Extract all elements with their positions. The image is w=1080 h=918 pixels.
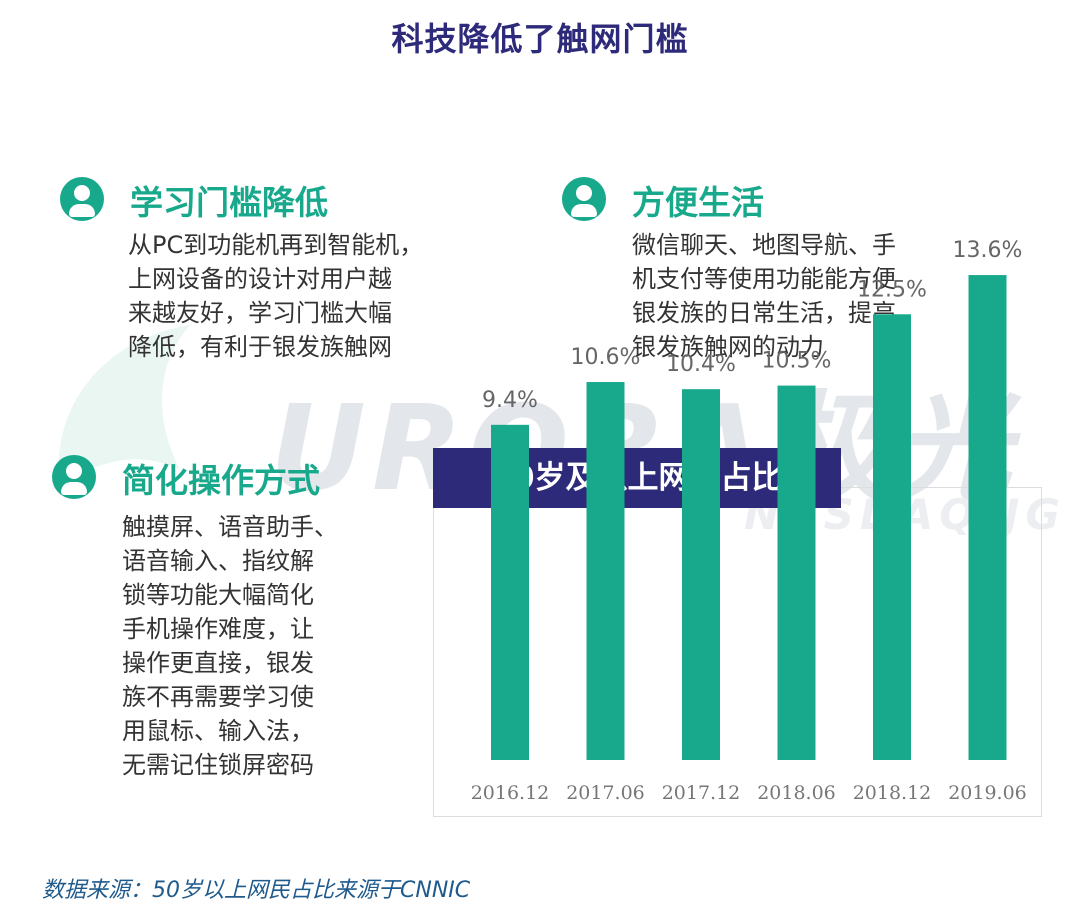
section-line: 语音输入、指纹解: [122, 547, 314, 575]
section-line: 触摸屏、语音助手、: [122, 513, 338, 541]
data-label: 12.5%: [857, 277, 927, 302]
section-body: 从PC到功能机再到智能机， 上网设备的设计对用户越 来越友好，学习门槛大幅 降低…: [128, 228, 423, 364]
section-line: 锁等功能大幅简化: [122, 581, 314, 609]
x-tick-label: 2018.06: [757, 782, 836, 804]
chart-title: 50岁及以上网民占比: [491, 460, 783, 496]
bar-2017.12: [682, 389, 720, 760]
section-line: 操作更直接，银发: [122, 649, 314, 677]
section-line: 机支付等使用功能能方便: [632, 265, 896, 293]
section-heading: 学习门槛降低: [130, 183, 328, 222]
section-line: 族不再需要学习使: [122, 683, 314, 711]
section-line: 来越友好，学习门槛大幅: [128, 299, 392, 327]
x-tick-label: 2019.06: [948, 782, 1027, 804]
section-line: 银发族触网的动力: [632, 333, 824, 361]
section-line: 从PC到功能机再到智能机，: [128, 231, 424, 259]
bar-2016.12: [491, 424, 529, 760]
data-label: 10.6%: [571, 345, 641, 370]
section-body: 触摸屏、语音助手、 语音输入、指纹解 锁等功能大幅简化 手机操作难度，让 操作更…: [122, 510, 338, 782]
section-body: 微信聊天、地图导航、手 机支付等使用功能能方便 银发族的日常生活，提高 银发族触…: [632, 228, 896, 364]
section-line: 用鼠标、输入法，: [122, 717, 314, 745]
x-tick-label: 2016.12: [471, 782, 550, 804]
x-tick-label: 2017.06: [566, 782, 645, 804]
data-label: 10.5%: [762, 349, 832, 374]
x-tick-label: 2017.12: [662, 782, 741, 804]
bar-2017.06: [586, 382, 625, 760]
bar-2019.06: [968, 275, 1007, 760]
section-line: 降低，有利于银发族触网: [128, 333, 392, 361]
data-source-note: 数据来源：50岁以上网民占比来源于CNNIC: [42, 878, 471, 903]
watermark-logo-shape: [58, 325, 191, 485]
user-icon: [562, 177, 606, 221]
section-heading: 简化操作方式: [122, 461, 320, 500]
section-heading: 方便生活: [632, 183, 764, 222]
section-line: 银发族的日常生活，提高: [632, 299, 896, 327]
section-line: 无需记住锁屏密码: [122, 751, 314, 779]
bar-2018.12: [873, 314, 911, 760]
user-icon: [60, 177, 104, 221]
data-label: 13.6%: [953, 238, 1023, 263]
page-title: 科技降低了触网门槛: [391, 20, 689, 58]
data-label: 10.4%: [666, 352, 736, 377]
x-tick-label: 2018.12: [853, 782, 932, 804]
bar-2018.06: [777, 385, 816, 760]
section-line: 上网设备的设计对用户越: [128, 265, 392, 293]
user-icon: [52, 455, 96, 499]
section-line: 微信聊天、地图导航、手: [632, 231, 896, 259]
section-line: 手机操作难度，让: [122, 615, 314, 643]
data-label: 9.4%: [482, 388, 538, 413]
